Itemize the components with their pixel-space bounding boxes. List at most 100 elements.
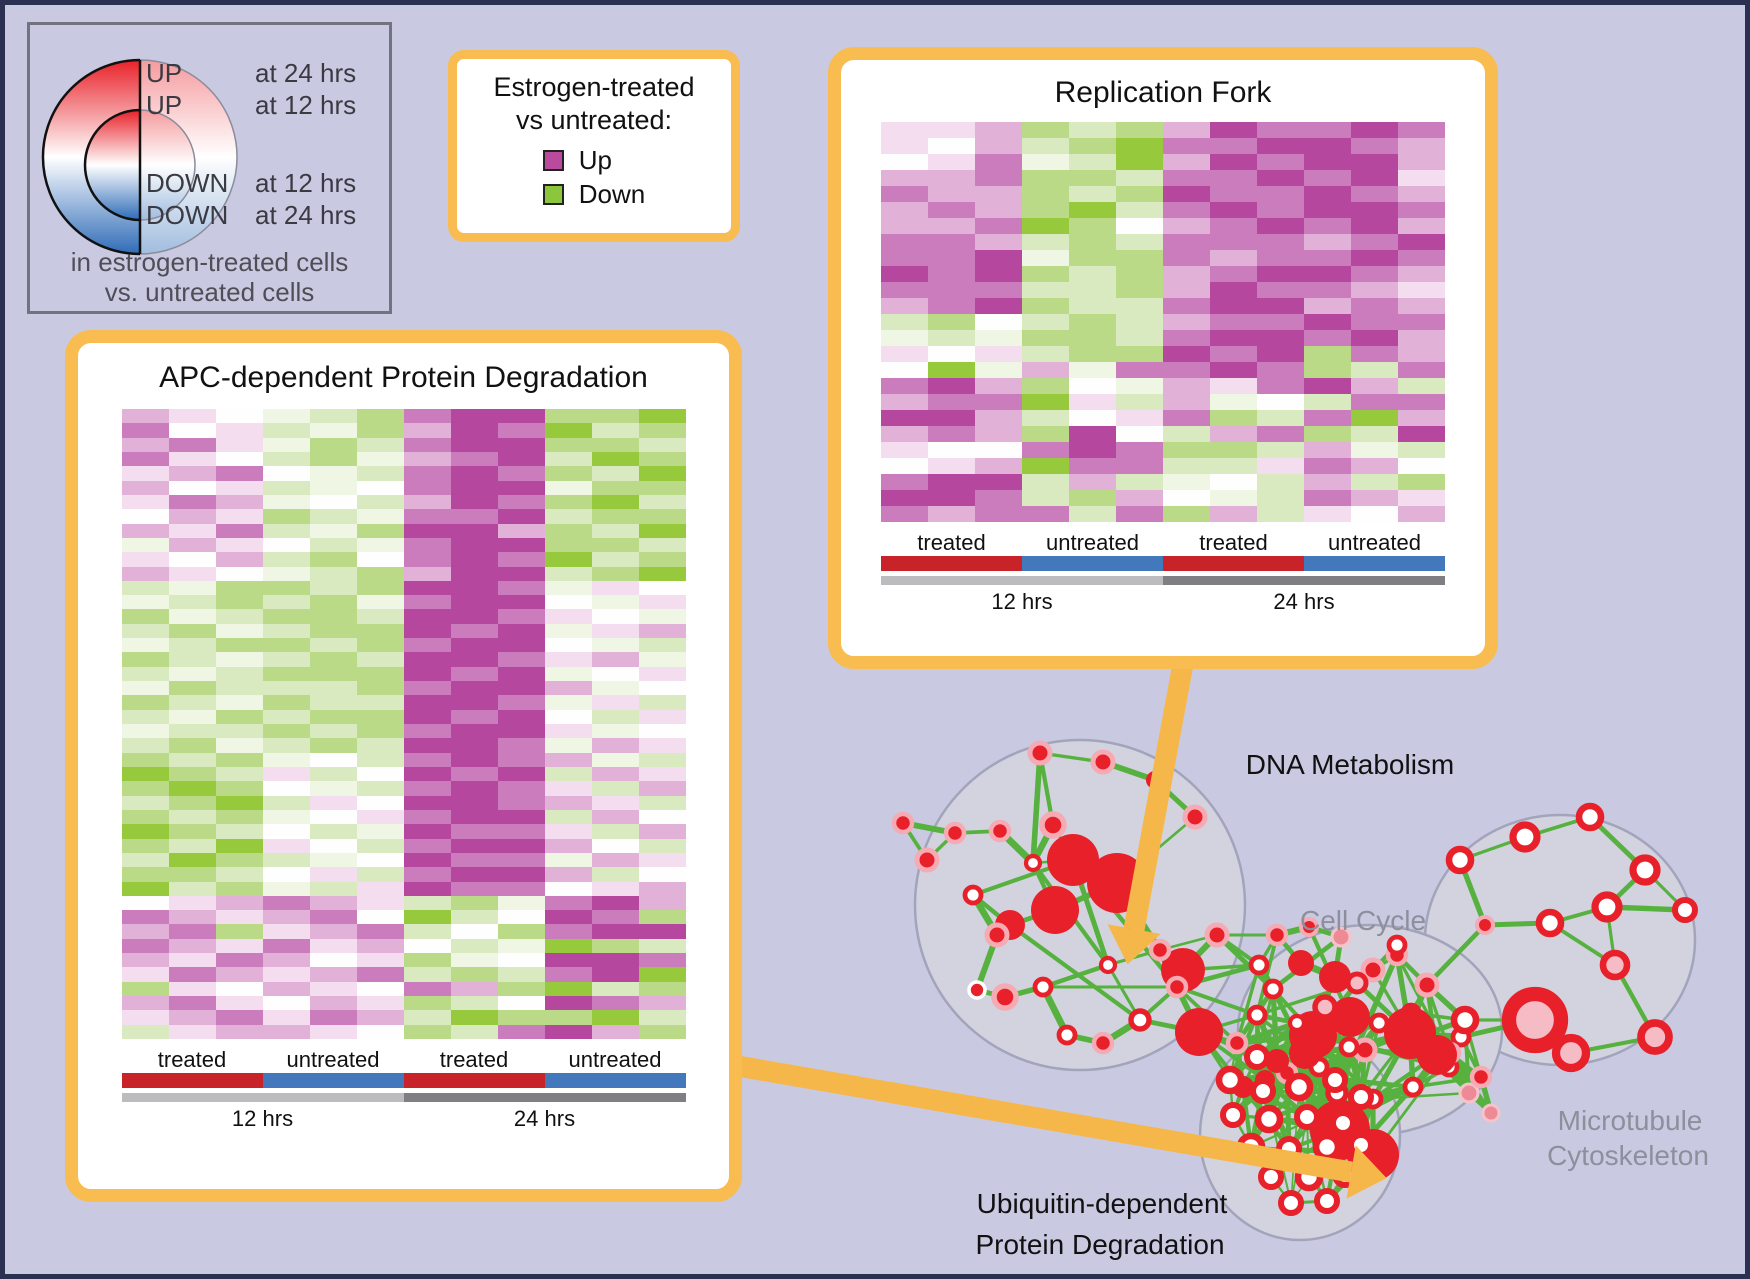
heatmap-cell <box>638 681 686 696</box>
heatmap-cell <box>403 895 451 911</box>
heatmap-cell <box>168 595 216 610</box>
heatmap-cell <box>591 996 639 1011</box>
heatmap-cell <box>121 509 169 524</box>
heatmap-cell <box>591 523 639 538</box>
heatmap-cell <box>1163 298 1210 314</box>
down-label: Down <box>578 178 646 209</box>
heatmap-cell <box>215 924 263 939</box>
heatmap-cell <box>1069 138 1116 154</box>
heatmap-cell <box>497 595 545 610</box>
heatmap-cell <box>121 838 169 853</box>
heatmap-cell <box>591 1010 639 1025</box>
heatmap-cell <box>309 1024 357 1039</box>
heatmap-cell <box>638 580 686 596</box>
condition-label: untreated <box>568 1047 662 1072</box>
heatmap-cell <box>262 638 310 653</box>
heatmap-cell <box>403 695 451 710</box>
heatmap-cell <box>168 409 216 424</box>
heatmap-cell <box>638 709 686 724</box>
heatmap-cell <box>1257 154 1304 170</box>
heatmap-cell <box>497 523 545 538</box>
heatmap-cell <box>356 552 404 567</box>
heatmap-cell <box>121 852 169 868</box>
heatmap-cell <box>215 566 263 581</box>
heatmap-cell <box>356 681 404 696</box>
heatmap-cell <box>1257 250 1304 266</box>
heatmap-cell <box>1163 170 1210 186</box>
heatmap-cell <box>215 623 263 639</box>
heatmap-cell <box>591 781 639 796</box>
heatmap-cell <box>544 695 592 710</box>
heatmap-cell <box>638 766 686 782</box>
heatmap-cell <box>403 666 451 682</box>
heatmap-cell <box>450 681 498 696</box>
heatmap-cell <box>881 138 928 154</box>
network-node-donut <box>1386 934 1408 956</box>
heatmap-cell <box>1022 506 1069 522</box>
heatmap-cell <box>450 766 498 782</box>
heatmap-cell <box>638 437 686 452</box>
panel-title-apc: APC-dependent Protein Degradation <box>159 361 648 394</box>
heatmap-cell <box>1351 122 1398 138</box>
network-node-donut <box>1023 853 1043 873</box>
heatmap-cell <box>1351 154 1398 170</box>
heatmap-cell <box>356 609 404 624</box>
heatmap-cell <box>168 1010 216 1025</box>
heatmap-cell <box>638 623 686 639</box>
heatmap-cell <box>638 938 686 954</box>
heatmap-cell <box>1304 362 1351 378</box>
network-node-halo <box>1265 923 1289 947</box>
heatmap-cell <box>928 426 975 442</box>
heatmap-cell <box>1116 138 1163 154</box>
heatmap-cell <box>121 881 169 896</box>
heatmap-cell <box>262 509 310 524</box>
heatmap-cell <box>1116 314 1163 330</box>
heatmap-cell <box>262 451 310 467</box>
heatmap-cell <box>975 394 1022 410</box>
heatmap-cell <box>121 967 169 982</box>
heatmap-cell <box>975 266 1022 282</box>
heatmap-cell <box>262 552 310 567</box>
heatmap-cell <box>1304 330 1351 346</box>
cluster-label-microtubule-line1: Microtubule <box>1557 1105 1703 1136</box>
heatmap-cell <box>497 795 545 810</box>
heatmap-cell <box>450 795 498 810</box>
network-node-donut <box>1314 1188 1340 1214</box>
heatmap-cell <box>638 852 686 868</box>
heatmap-cell <box>1116 186 1163 202</box>
heatmap-cell <box>121 795 169 810</box>
heatmap-cell <box>450 852 498 868</box>
heatmap-cell <box>591 724 639 739</box>
heatmap-cell <box>168 638 216 653</box>
heatmap-cell <box>1398 346 1445 362</box>
heatmap-cell <box>356 595 404 610</box>
heatmap-cell <box>638 738 686 753</box>
heatmap-cell <box>168 466 216 481</box>
heatmap-cell <box>1257 266 1304 282</box>
heatmap-cell <box>121 580 169 596</box>
heatmap-cell <box>168 938 216 954</box>
heatmap-cell <box>497 953 545 968</box>
heatmap-cell <box>975 298 1022 314</box>
heatmap-cell <box>928 138 975 154</box>
network-node-donut <box>1450 1005 1480 1035</box>
heatmap-cell <box>928 282 975 298</box>
heatmap-cell <box>309 552 357 567</box>
network-node-donut <box>1445 845 1475 875</box>
heatmap-cell <box>450 838 498 853</box>
up-label: Up <box>578 144 612 175</box>
heatmap-cell <box>638 953 686 968</box>
heatmap-cell <box>309 638 357 653</box>
heatmap-cell <box>497 738 545 753</box>
heatmap-cell <box>262 580 310 596</box>
heatmap-cell <box>121 451 169 467</box>
heatmap-cell <box>168 623 216 639</box>
heatmap-cell <box>975 282 1022 298</box>
heatmap-cell <box>1022 170 1069 186</box>
heatmap-cell <box>1257 442 1304 458</box>
heatmap-cell <box>1398 234 1445 250</box>
heatmap-cell <box>309 537 357 553</box>
heatmap-cell <box>1116 474 1163 490</box>
heatmap-cell <box>1304 314 1351 330</box>
heatmap-cell <box>497 895 545 911</box>
